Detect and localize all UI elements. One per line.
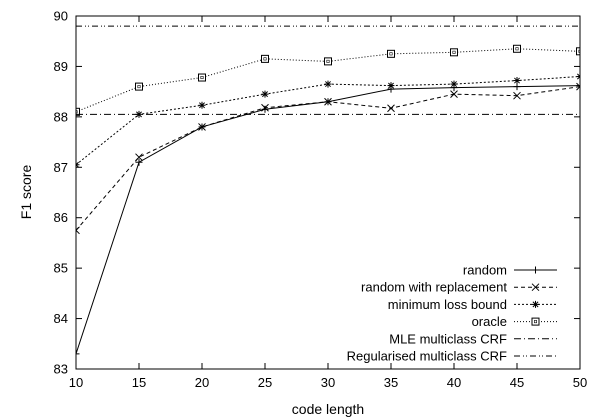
series-line — [76, 76, 580, 166]
legend-label: MLE multiclass CRF — [389, 331, 507, 346]
x-tick-label: 40 — [447, 375, 461, 390]
x-tick-label: 10 — [69, 375, 83, 390]
y-tick-label: 85 — [54, 261, 68, 276]
legend-label: random with replacement — [361, 280, 507, 295]
y-axis-label: F1 score — [18, 165, 34, 220]
data-point — [576, 82, 580, 90]
data-point — [576, 73, 580, 81]
data-point — [261, 90, 269, 98]
data-point — [135, 82, 143, 91]
data-point — [261, 54, 269, 63]
ticks-layer: 10 15 20 25 30 35 40 45 50 83 84 85 86 87 88 89 90 — [54, 9, 588, 391]
series-oracle — [76, 44, 580, 116]
x-tick-label: 30 — [321, 375, 335, 390]
data-point — [387, 49, 395, 58]
legend: random random with replacement minimum los… — [347, 263, 557, 364]
legend-label: minimum loss bound — [388, 297, 507, 312]
data-point — [387, 82, 395, 90]
data-point — [450, 48, 458, 57]
data-point — [261, 103, 269, 112]
y-tick-label: 86 — [54, 210, 68, 225]
y-tick-label: 83 — [54, 362, 68, 377]
legend-marker — [532, 300, 539, 308]
data-point — [198, 101, 206, 109]
x-tick-label: 45 — [510, 375, 524, 390]
legend-label: oracle — [472, 314, 507, 329]
legend-entry: oracle — [472, 314, 557, 329]
legend-label: Regularised multiclass CRF — [347, 349, 507, 364]
x-tick-label: 50 — [573, 375, 587, 390]
x-tick-label: 25 — [258, 375, 272, 390]
legend-marker — [531, 283, 540, 292]
series-minimum-loss-bound — [76, 73, 580, 169]
data-point — [135, 153, 143, 162]
legend-label: random — [463, 263, 507, 278]
series-layer — [76, 25, 580, 358]
y-tick-label: 87 — [54, 160, 68, 175]
legend-entry: MLE multiclass CRF — [389, 331, 557, 346]
x-tick-label: 35 — [384, 375, 398, 390]
legend-entry: minimum loss bound — [388, 297, 557, 312]
y-tick-label: 89 — [54, 59, 68, 74]
data-point — [198, 73, 206, 82]
x-tick-label: 20 — [195, 375, 209, 390]
y-tick-label: 88 — [54, 109, 68, 124]
legend-marker — [531, 317, 540, 326]
legend-entry: random — [463, 263, 557, 278]
data-point — [261, 105, 269, 113]
data-point — [450, 80, 458, 88]
data-point — [198, 123, 206, 131]
legend-entry: random with replacement — [361, 280, 557, 295]
data-point — [135, 158, 143, 166]
series-random-with-replacement — [76, 82, 580, 235]
legend-marker — [532, 266, 539, 274]
data-point — [324, 57, 332, 66]
data-point — [513, 44, 521, 53]
data-point — [76, 226, 80, 235]
data-point — [513, 91, 521, 100]
data-point — [76, 350, 80, 358]
data-point — [513, 77, 521, 85]
data-point — [387, 104, 395, 113]
data-point — [450, 90, 458, 99]
data-point — [513, 83, 521, 91]
data-point — [324, 80, 332, 88]
y-tick-label: 84 — [54, 311, 68, 326]
y-tick-label: 90 — [54, 9, 68, 24]
series-line — [76, 86, 580, 231]
x-tick-label: 15 — [132, 375, 146, 390]
legend-entry: Regularised multiclass CRF — [347, 349, 557, 364]
data-point — [76, 161, 80, 169]
data-point — [576, 82, 580, 91]
x-axis-label: code length — [292, 401, 364, 417]
data-point — [324, 97, 332, 106]
